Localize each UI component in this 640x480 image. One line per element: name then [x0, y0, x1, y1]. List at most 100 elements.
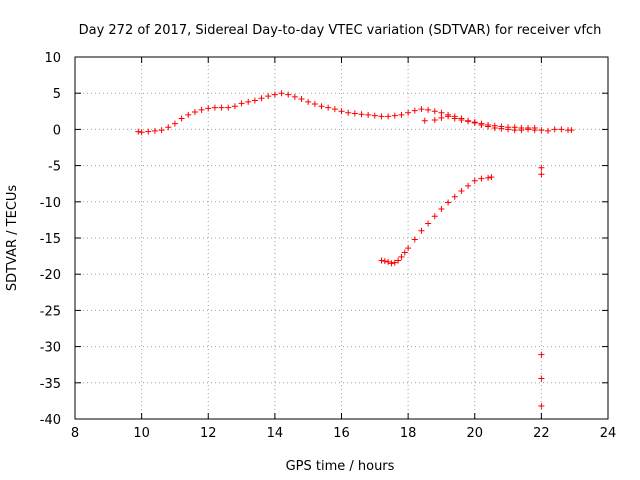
data-point: [411, 107, 418, 114]
data-point: [418, 106, 425, 113]
data-point: [135, 128, 142, 135]
data-point: [418, 227, 425, 234]
data-point: [405, 109, 412, 116]
x-axis-label: GPS time / hours: [286, 459, 395, 474]
data-point: [178, 115, 185, 122]
data-point: [238, 100, 245, 107]
x-tick-label: 24: [600, 426, 617, 441]
data-point: [191, 109, 198, 116]
data-point: [385, 113, 392, 120]
data-point: [158, 127, 165, 134]
y-tick-label: -35: [40, 377, 61, 392]
data-point: [421, 117, 428, 124]
data-point: [331, 106, 338, 113]
x-tick-label: 18: [400, 426, 417, 441]
x-axis-ticks: 8 10 12 14 16 18 20 22 24: [71, 57, 616, 441]
data-point: [185, 111, 192, 118]
data-point: [378, 113, 385, 120]
data-point: [395, 257, 402, 264]
data-point: [225, 104, 232, 111]
data-point: [488, 174, 495, 181]
data-point: [538, 171, 545, 178]
data-point: [388, 260, 395, 267]
data-point: [205, 105, 212, 112]
y-axis-ticks: -40 -35 -30 -25 -20 -15 -10 -5 0 5 10: [40, 51, 608, 428]
data-point: [198, 106, 205, 113]
data-point: [525, 126, 532, 133]
y-tick-label: -20: [40, 268, 61, 283]
data-point: [431, 116, 438, 123]
y-tick-label: -5: [48, 160, 61, 175]
data-point: [498, 125, 505, 132]
data-point: [401, 249, 408, 256]
data-point: [451, 115, 458, 122]
data-point: [538, 127, 545, 134]
data-point: [245, 98, 252, 105]
data-point: [265, 93, 272, 100]
y-tick-label: 5: [53, 87, 61, 102]
y-tick-label: -30: [40, 341, 61, 356]
data-point: [425, 220, 432, 227]
data-point: [338, 108, 345, 115]
data-point: [471, 119, 478, 126]
data-point: [171, 120, 178, 127]
data-point: [358, 111, 365, 118]
data-point: [568, 127, 575, 134]
data-point: [145, 128, 152, 135]
data-point: [538, 164, 545, 171]
data-point: [485, 174, 492, 181]
y-tick-label: 10: [44, 51, 61, 66]
data-point: [251, 97, 258, 104]
data-point: [325, 104, 332, 111]
data-point: [538, 351, 545, 358]
data-point: [491, 124, 498, 131]
data-point: [478, 122, 485, 129]
data-point: [371, 112, 378, 119]
data-point: [465, 118, 472, 125]
data-point: [391, 112, 398, 119]
data-point: [398, 253, 405, 260]
data-point: [291, 93, 298, 100]
data-point: [311, 101, 318, 108]
data-point: [531, 127, 538, 134]
data-point: [271, 91, 278, 98]
data-point: [425, 106, 432, 113]
data-point: [305, 98, 312, 105]
data-point: [411, 236, 418, 243]
data-point: [391, 259, 398, 266]
series-lower-branch: [421, 113, 538, 134]
y-axis-label: SDTVAR / TECUs: [5, 185, 20, 292]
data-point: [471, 177, 478, 184]
data-point: [445, 113, 452, 120]
x-tick-label: 22: [533, 426, 550, 441]
series-outliers: [538, 164, 545, 409]
x-tick-label: 8: [71, 426, 79, 441]
data-point: [378, 257, 385, 264]
x-tick-label: 14: [267, 426, 284, 441]
data-point: [478, 175, 485, 182]
data-points: [135, 90, 575, 409]
y-tick-label: -25: [40, 304, 61, 319]
y-tick-label: -15: [40, 232, 61, 247]
data-point: [445, 199, 452, 206]
data-point: [278, 90, 285, 97]
data-point: [285, 91, 292, 98]
data-point: [218, 104, 225, 111]
data-point: [381, 258, 388, 265]
data-point: [485, 123, 492, 130]
data-point: [385, 258, 392, 265]
data-point: [165, 124, 172, 131]
data-point: [151, 127, 158, 134]
data-point: [258, 95, 265, 102]
y-tick-label: -10: [40, 196, 61, 211]
data-point: [431, 213, 438, 220]
grid: [75, 57, 608, 419]
data-point: [538, 402, 545, 409]
chart-title: Day 272 of 2017, Sidereal Day-to-day VTE…: [79, 23, 602, 38]
y-tick-label: 0: [53, 123, 61, 138]
data-point: [231, 103, 238, 110]
data-point: [545, 127, 552, 134]
data-point: [298, 95, 305, 102]
data-point: [438, 114, 445, 121]
